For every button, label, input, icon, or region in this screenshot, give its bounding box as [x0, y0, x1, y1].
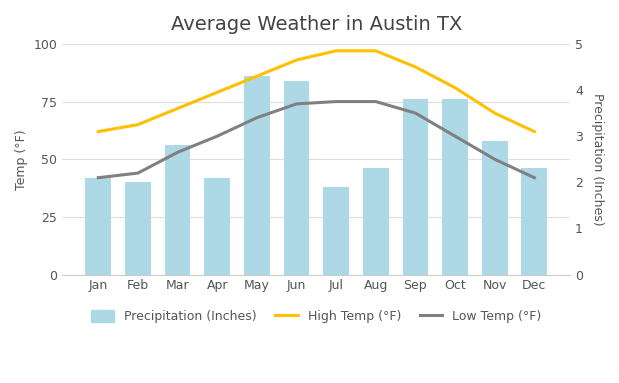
Bar — [85, 178, 111, 275]
Title: Average Weather in Austin TX: Average Weather in Austin TX — [171, 15, 462, 34]
Y-axis label: Temp (°F): Temp (°F) — [15, 129, 28, 190]
Bar — [284, 81, 310, 275]
Bar — [204, 178, 230, 275]
Bar — [363, 169, 389, 275]
Bar — [244, 76, 270, 275]
Bar — [482, 141, 508, 275]
Legend: Precipitation (Inches), High Temp (°F), Low Temp (°F): Precipitation (Inches), High Temp (°F), … — [86, 305, 547, 328]
Bar — [165, 146, 191, 275]
Bar — [125, 182, 151, 275]
Bar — [442, 99, 468, 275]
Bar — [323, 187, 349, 275]
Y-axis label: Precipitation (Inches): Precipitation (Inches) — [591, 93, 604, 226]
Bar — [402, 99, 428, 275]
Bar — [521, 169, 547, 275]
